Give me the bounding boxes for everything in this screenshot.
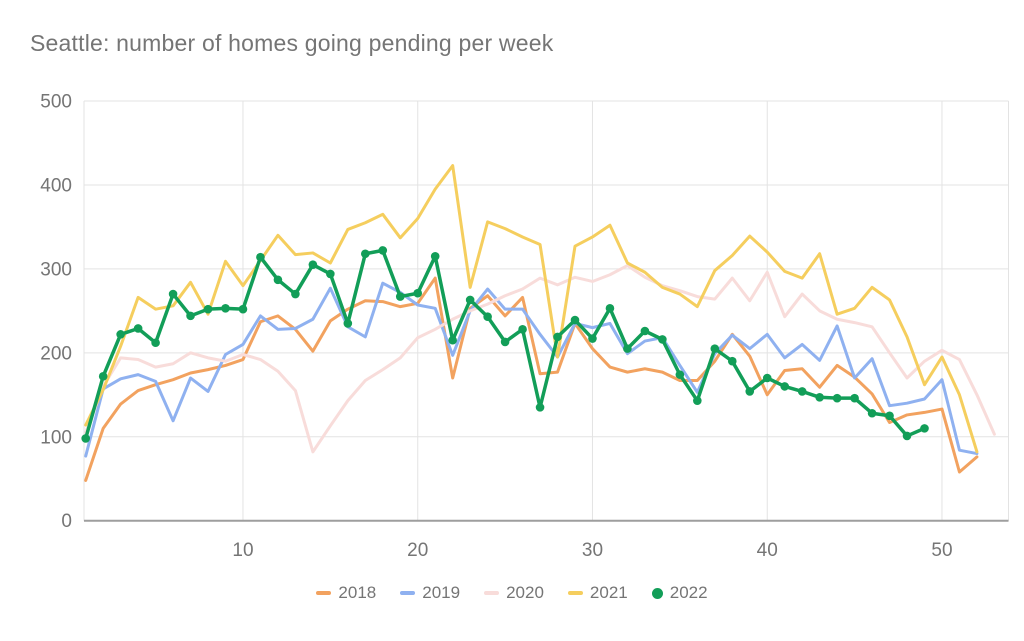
y-axis-tick-label: 200 <box>40 343 72 364</box>
y-axis-tick-label: 400 <box>40 175 72 196</box>
series-point-2022 <box>850 393 859 403</box>
series-point-2022 <box>361 249 370 259</box>
chart-title: Seattle: number of homes going pending p… <box>30 30 554 56</box>
series-point-2022 <box>483 312 492 322</box>
legend-swatch-2018 <box>316 591 332 595</box>
legend-item-2018[interactable]: 2018 <box>316 583 376 603</box>
legend-item-2021[interactable]: 2021 <box>567 583 628 603</box>
series-point-2022 <box>745 387 755 396</box>
series-point-2022 <box>640 326 650 336</box>
legend-label: 2022 <box>669 583 708 602</box>
legend-swatch-2022 <box>651 587 663 599</box>
series-point-2022 <box>710 344 720 353</box>
series-point-2022 <box>570 315 580 325</box>
series-point-2022 <box>675 370 685 379</box>
legend-label: 2021 <box>589 583 628 602</box>
legend-label: 2019 <box>422 583 461 602</box>
series-point-2022 <box>832 393 842 403</box>
series-point-2022 <box>448 335 457 345</box>
x-axis-tick-label: 10 <box>232 540 253 561</box>
series-point-2022 <box>885 411 894 421</box>
series-point-2022 <box>133 324 143 333</box>
series-point-2022 <box>727 356 737 366</box>
series-point-2022 <box>867 408 877 418</box>
x-axis-tick-label: 40 <box>757 540 778 561</box>
y-axis-tick-label: 300 <box>40 259 72 280</box>
series-point-2022 <box>378 246 388 255</box>
legend-swatch-2020 <box>484 591 500 595</box>
series-point-2022 <box>535 403 545 412</box>
series-point-2022 <box>291 289 300 299</box>
series-line-2020 <box>84 264 996 454</box>
x-axis-tick-label: 30 <box>582 540 603 561</box>
series-point-2022 <box>395 292 405 301</box>
series-point-2022 <box>343 319 353 328</box>
series-point-2022 <box>168 289 178 299</box>
chart-legend: 2018 2019 2020 2021 2022 <box>0 583 1024 603</box>
series-point-2022 <box>797 387 807 396</box>
legend-label: 2020 <box>506 583 544 602</box>
legend-item-2020[interactable]: 2020 <box>484 583 544 603</box>
series-point-2022 <box>186 311 195 321</box>
series-line-2018 <box>84 276 979 482</box>
series-point-2022 <box>430 251 440 261</box>
legend-item-2022[interactable]: 2022 <box>651 583 708 603</box>
series-point-2022 <box>308 260 318 269</box>
series-line-2019 <box>84 281 979 458</box>
series-point-2022 <box>326 269 335 279</box>
series-line-2021 <box>84 164 979 454</box>
series-point-2022 <box>413 288 423 298</box>
series-point-2022 <box>623 344 632 353</box>
series-point-2022 <box>116 330 125 339</box>
series-point-2022 <box>518 325 527 334</box>
series-point-2022 <box>780 382 789 391</box>
y-axis-tick-label: 0 <box>61 511 72 532</box>
series-point-2022 <box>256 252 265 262</box>
y-axis-tick-label: 100 <box>40 427 72 448</box>
series-point-2022 <box>553 332 562 342</box>
series-point-2022 <box>273 275 283 285</box>
series-point-2022 <box>98 372 108 381</box>
series-point-2022 <box>762 373 772 383</box>
series-point-2022 <box>815 393 824 402</box>
series-point-2022 <box>465 295 475 305</box>
series-point-2022 <box>500 337 510 347</box>
x-axis-tick-label: 20 <box>407 540 428 561</box>
series-point-2022 <box>693 396 702 405</box>
series-point-2022 <box>81 434 90 443</box>
y-axis-tick-label: 500 <box>40 92 72 113</box>
legend-label: 2018 <box>338 583 377 602</box>
legend-item-2019[interactable]: 2019 <box>400 583 460 603</box>
legend-swatch-2021 <box>567 591 583 595</box>
series-point-2022 <box>221 304 230 313</box>
series-point-2022 <box>238 304 248 314</box>
series-point-2022 <box>588 334 597 343</box>
series-point-2022 <box>658 335 667 344</box>
series-point-2022 <box>151 338 160 348</box>
x-axis-tick-label: 50 <box>931 540 952 561</box>
series-point-2022 <box>902 431 912 441</box>
series-point-2022 <box>920 424 929 433</box>
series-point-2022 <box>203 304 213 314</box>
series-point-2022 <box>605 304 615 313</box>
legend-swatch-2019 <box>400 591 416 595</box>
